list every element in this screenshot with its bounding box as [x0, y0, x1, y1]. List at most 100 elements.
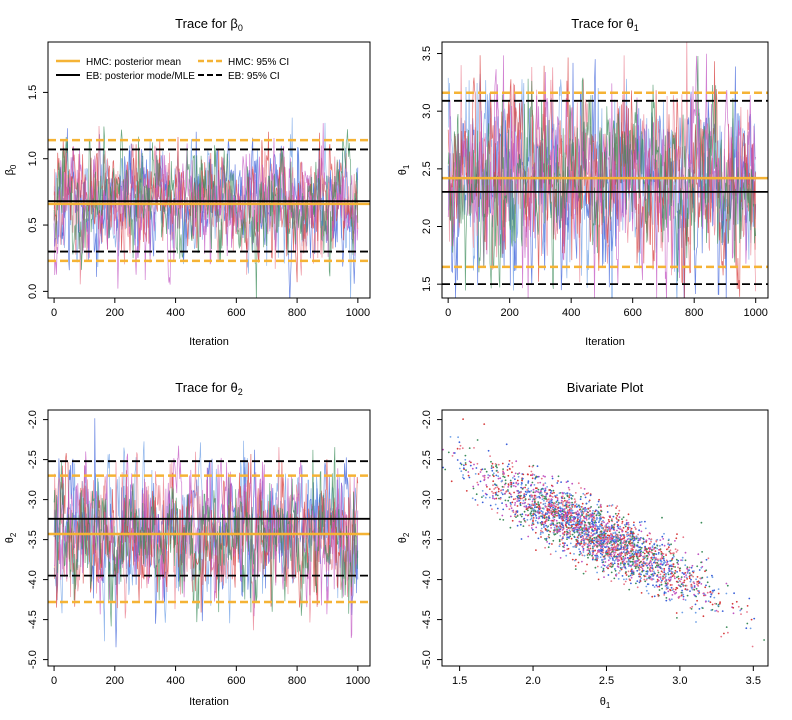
scatter-point	[514, 478, 516, 481]
scatter-point	[698, 590, 700, 592]
scatter-point	[588, 544, 591, 547]
scatter-point	[552, 522, 555, 525]
scatter-point	[603, 537, 606, 540]
scatter-point	[505, 503, 507, 506]
y-tick-label: 2.0	[421, 219, 433, 234]
scatter-point	[735, 600, 738, 603]
scatter-point	[598, 512, 601, 514]
scatter-point	[753, 617, 756, 620]
scatter-point	[579, 505, 581, 508]
scatter-point	[668, 569, 671, 571]
scatter-point	[625, 523, 628, 526]
scatter-point	[583, 554, 586, 557]
scatter-point	[636, 586, 639, 589]
scatter-point	[583, 532, 586, 535]
scatter-point	[632, 570, 635, 573]
scatter-point	[537, 482, 539, 484]
scatter-point	[592, 556, 594, 559]
scatter-point	[619, 570, 621, 572]
scatter-point	[656, 544, 659, 547]
scatter-point	[732, 606, 735, 609]
scatter-point	[566, 501, 569, 504]
scatter-point	[590, 535, 593, 537]
scatter-point	[520, 483, 523, 486]
scatter-point	[608, 534, 611, 537]
scatter-point	[580, 521, 583, 524]
scatter-point	[656, 547, 658, 550]
scatter-point	[663, 562, 665, 565]
scatter-point	[462, 418, 464, 420]
scatter-point	[563, 544, 566, 547]
scatter-point	[663, 594, 666, 596]
scatter-point	[632, 532, 635, 535]
scatter-point	[497, 475, 500, 478]
scatter-point	[539, 533, 542, 536]
scatter-point	[518, 491, 521, 494]
scatter-point	[641, 562, 644, 564]
scatter-point	[505, 491, 507, 493]
scatter-point	[596, 503, 599, 506]
scatter-point	[638, 573, 640, 575]
scatter-point	[597, 578, 600, 581]
scatter-point	[540, 477, 543, 480]
scatter-point	[459, 444, 462, 447]
scatter-point	[531, 500, 534, 503]
scatter-point	[548, 501, 550, 504]
scatter-point	[639, 580, 642, 582]
scatter-point	[661, 587, 663, 590]
scatter-point	[656, 565, 659, 568]
scatter-point	[518, 500, 520, 502]
scatter-point	[585, 519, 588, 521]
scatter-point	[561, 507, 564, 510]
scatter-point	[596, 513, 599, 515]
scatter-point	[569, 527, 571, 530]
scatter-point	[595, 514, 598, 517]
scatter-point	[535, 476, 538, 478]
chain-trace-6	[53, 126, 359, 298]
scatter-point	[551, 477, 554, 480]
scatter-point	[564, 492, 567, 495]
x-tick-label: 3.0	[672, 675, 687, 687]
scatter-point	[559, 515, 562, 518]
scatter-point	[651, 564, 654, 567]
scatter-point	[567, 513, 570, 516]
scatter-point	[660, 560, 662, 563]
scatter-point	[598, 521, 600, 523]
scatter-point	[659, 558, 662, 560]
scatter-point	[565, 507, 568, 509]
x-tick-label: 600	[227, 307, 245, 319]
scatter-point	[519, 513, 522, 516]
x-tick-label: 200	[106, 675, 124, 687]
scatter-point	[531, 465, 534, 468]
scatter-point	[713, 596, 716, 599]
scatter-point	[564, 517, 566, 519]
scatter-point	[580, 495, 582, 498]
scatter-point	[524, 486, 526, 489]
scatter-point	[553, 526, 556, 529]
scatter-point	[494, 463, 497, 465]
scatter-point	[530, 504, 533, 507]
scatter-point	[544, 495, 546, 498]
y-axis-label: β0	[4, 164, 18, 175]
scatter-point	[709, 595, 712, 598]
scatter-point	[527, 480, 530, 483]
scatter-point	[476, 481, 479, 484]
scatter-point	[463, 464, 465, 467]
scatter-point	[577, 522, 579, 525]
scatter-point	[640, 577, 642, 579]
scatter-point	[529, 495, 532, 498]
scatter-point	[613, 552, 615, 554]
scatter-point	[638, 521, 641, 524]
scatter-point	[635, 555, 638, 558]
scatter-point	[731, 602, 734, 605]
scatter-point	[539, 497, 542, 499]
scatter-point	[579, 516, 581, 518]
scatter-point	[574, 505, 576, 508]
scatter-point	[544, 520, 547, 523]
scatter-point	[633, 521, 635, 524]
scatter-point	[607, 548, 610, 550]
scatter-point	[552, 539, 555, 542]
scatter-point	[630, 572, 633, 575]
scatter-point	[717, 588, 720, 590]
scatter-point	[586, 543, 589, 546]
